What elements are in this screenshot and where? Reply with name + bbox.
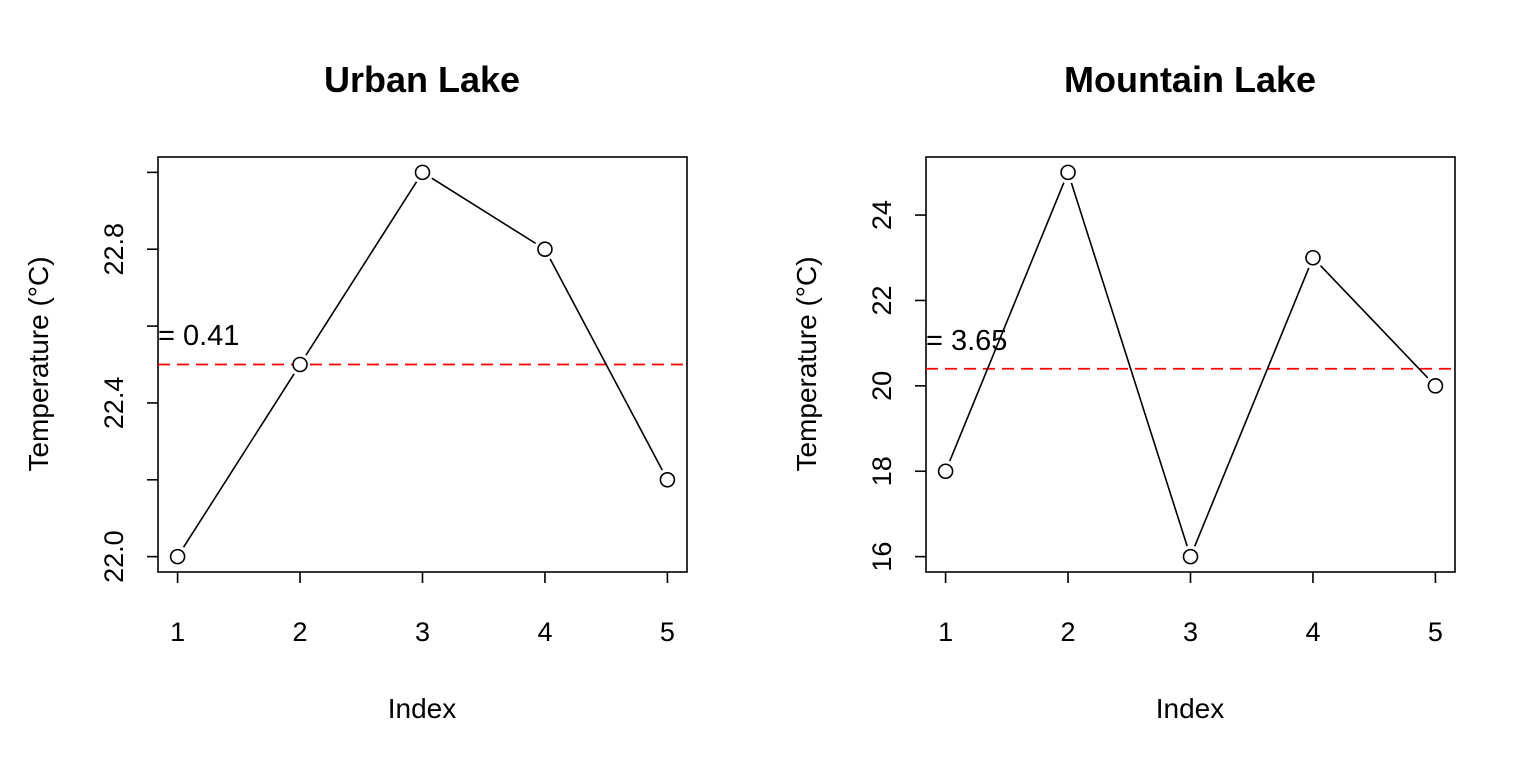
x-tick-label: 3 — [1183, 617, 1198, 647]
plot-marks — [158, 164, 687, 565]
x-tick-label: 3 — [415, 617, 430, 647]
y-tick-label: 24 — [867, 200, 897, 230]
x-axis-label: Index — [1156, 693, 1225, 724]
series-segment — [549, 258, 663, 471]
series-segment — [1070, 182, 1188, 547]
axis-tick-labels: 22.0 22.4 22.8 1 2 3 4 5 — [99, 223, 675, 647]
data-point — [937, 463, 954, 480]
data-point — [537, 241, 553, 258]
axis-ticks — [147, 171, 669, 583]
data-point — [1427, 378, 1444, 394]
chart-title: Urban Lake — [324, 59, 520, 100]
series-segment — [1319, 265, 1429, 379]
data-point — [1182, 548, 1199, 565]
series-segment — [182, 373, 295, 548]
x-tick-label: 1 — [170, 617, 185, 647]
y-tick-label: 22.8 — [99, 223, 129, 276]
data-point — [169, 548, 186, 565]
y-axis-label: Temperature (°C) — [791, 256, 822, 471]
x-tick-label: 4 — [537, 617, 552, 647]
y-tick-label: 22.0 — [99, 530, 129, 583]
plot-marks — [926, 164, 1455, 565]
x-tick-label: 2 — [1061, 617, 1076, 647]
mountain-lake-panel: Mountain Lake Index Temperature (°C) 161… — [791, 59, 1456, 724]
x-tick-label: 4 — [1305, 617, 1320, 647]
y-tick-label: 22.4 — [99, 377, 129, 430]
series-segment — [305, 181, 418, 356]
axis-tick-labels: 16 18 20 22 24 1 2 3 4 5 — [867, 200, 1443, 647]
x-tick-label: 5 — [660, 617, 675, 647]
axis-ticks — [915, 214, 1437, 583]
y-tick-label: 18 — [867, 456, 897, 486]
x-tick-label: 5 — [1428, 617, 1443, 647]
y-axis-label: Temperature (°C) — [23, 256, 54, 471]
chart-title: Mountain Lake — [1064, 59, 1316, 100]
series-segment — [949, 182, 1065, 462]
y-tick-label: 22 — [867, 285, 897, 315]
data-point — [1305, 249, 1321, 266]
series-segment — [1193, 267, 1310, 547]
y-tick-label: 20 — [867, 371, 897, 401]
x-tick-label: 1 — [938, 617, 953, 647]
data-point — [1060, 164, 1076, 181]
x-tick-label: 2 — [293, 617, 308, 647]
annotation-label: = 0.41 — [158, 320, 239, 352]
data-point — [292, 356, 308, 373]
data-point — [414, 164, 431, 181]
annotation-label: = 3.65 — [926, 325, 1007, 357]
urban-lake-panel: Urban Lake Index Temperature (°C) 22.022… — [23, 59, 688, 724]
series-segment — [431, 177, 537, 245]
data-point — [659, 471, 676, 488]
y-tick-label: 16 — [867, 542, 897, 572]
x-axis-label: Index — [388, 693, 457, 724]
